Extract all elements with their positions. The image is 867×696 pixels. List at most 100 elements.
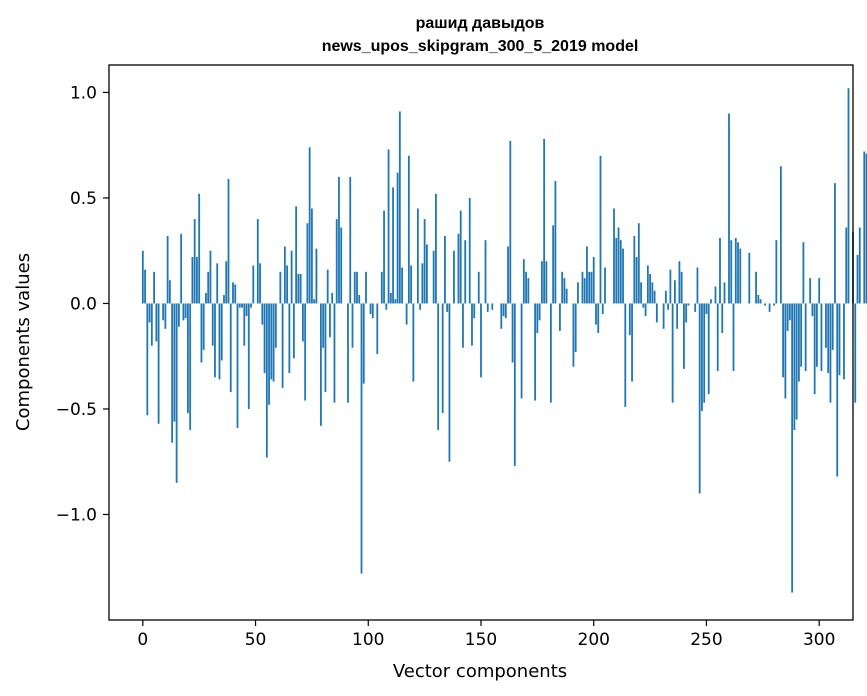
bar [311,208,313,304]
bar [358,295,361,304]
bar [299,273,302,304]
bar [480,303,482,378]
bar [525,271,527,304]
bar [651,282,654,304]
bar [696,267,699,304]
bar [236,303,239,428]
bar [646,265,649,304]
bar [223,295,225,304]
bar [601,303,604,315]
bar [211,303,214,346]
bar [595,303,597,325]
bar [825,303,827,348]
bar [301,303,304,342]
bar [802,242,805,304]
y-tick-label: 1.0 [70,83,97,103]
bar [356,271,358,304]
bar [764,303,766,306]
bar [313,299,316,304]
bar [265,303,268,458]
bar [527,278,530,304]
y-tick-label: −0.5 [56,400,97,420]
bar [340,227,343,304]
bar [198,193,201,304]
bar [416,208,419,304]
bar [401,267,403,304]
bar [669,269,672,304]
y-axis-label: Components values [13,253,34,431]
bar [683,303,685,369]
bar [628,303,631,336]
bar [538,303,541,321]
bar [574,303,577,352]
x-tick-label: 150 [465,630,497,650]
bar [385,303,388,310]
bar [642,303,645,308]
bar [259,263,261,304]
bar [448,303,451,462]
bar [392,187,394,304]
bar [153,271,155,304]
bar [290,250,293,304]
bar [793,303,796,431]
bar [168,280,171,304]
bar [687,303,690,306]
bar [238,303,241,308]
bar [680,271,683,304]
bar [227,178,230,304]
bar [200,303,203,363]
bar [329,303,331,338]
bar [369,303,372,315]
bar [435,193,437,304]
bar-group [141,88,867,593]
bar [633,235,636,304]
bar [331,292,334,304]
bar [622,248,624,304]
bar [155,303,158,342]
chart-title-line1: рашид давыдов [416,15,545,32]
bar [371,303,374,319]
bar [500,303,503,329]
bar [441,303,444,414]
bar [389,292,392,304]
bar [522,259,525,304]
bar [376,303,379,355]
bar [234,284,237,304]
bar [270,303,273,380]
bar [279,271,282,304]
bar [193,219,196,304]
bar [536,303,539,334]
bar [410,265,413,304]
bar [739,248,742,304]
bar [588,271,591,304]
bar [457,233,460,304]
bar [631,303,633,382]
bar [308,147,311,304]
bar [791,303,794,593]
bar [166,235,169,304]
bar [734,238,737,304]
bar [486,303,489,312]
bar [552,225,555,304]
bar [559,303,561,331]
bar [338,176,340,304]
bar [540,261,543,304]
bar [272,303,275,382]
bar [146,303,149,416]
bar [349,176,352,304]
bar [263,303,266,374]
bar [854,303,857,403]
bar [214,303,216,378]
bar [464,240,467,304]
bar [732,303,735,371]
bar [407,155,410,304]
bar [187,303,189,414]
bar [637,223,640,304]
x-tick-label: 50 [245,630,267,650]
bar [865,153,867,304]
bar [484,240,487,304]
bar [380,271,383,304]
bar [737,242,739,304]
bar [477,271,480,304]
bar [705,303,708,315]
